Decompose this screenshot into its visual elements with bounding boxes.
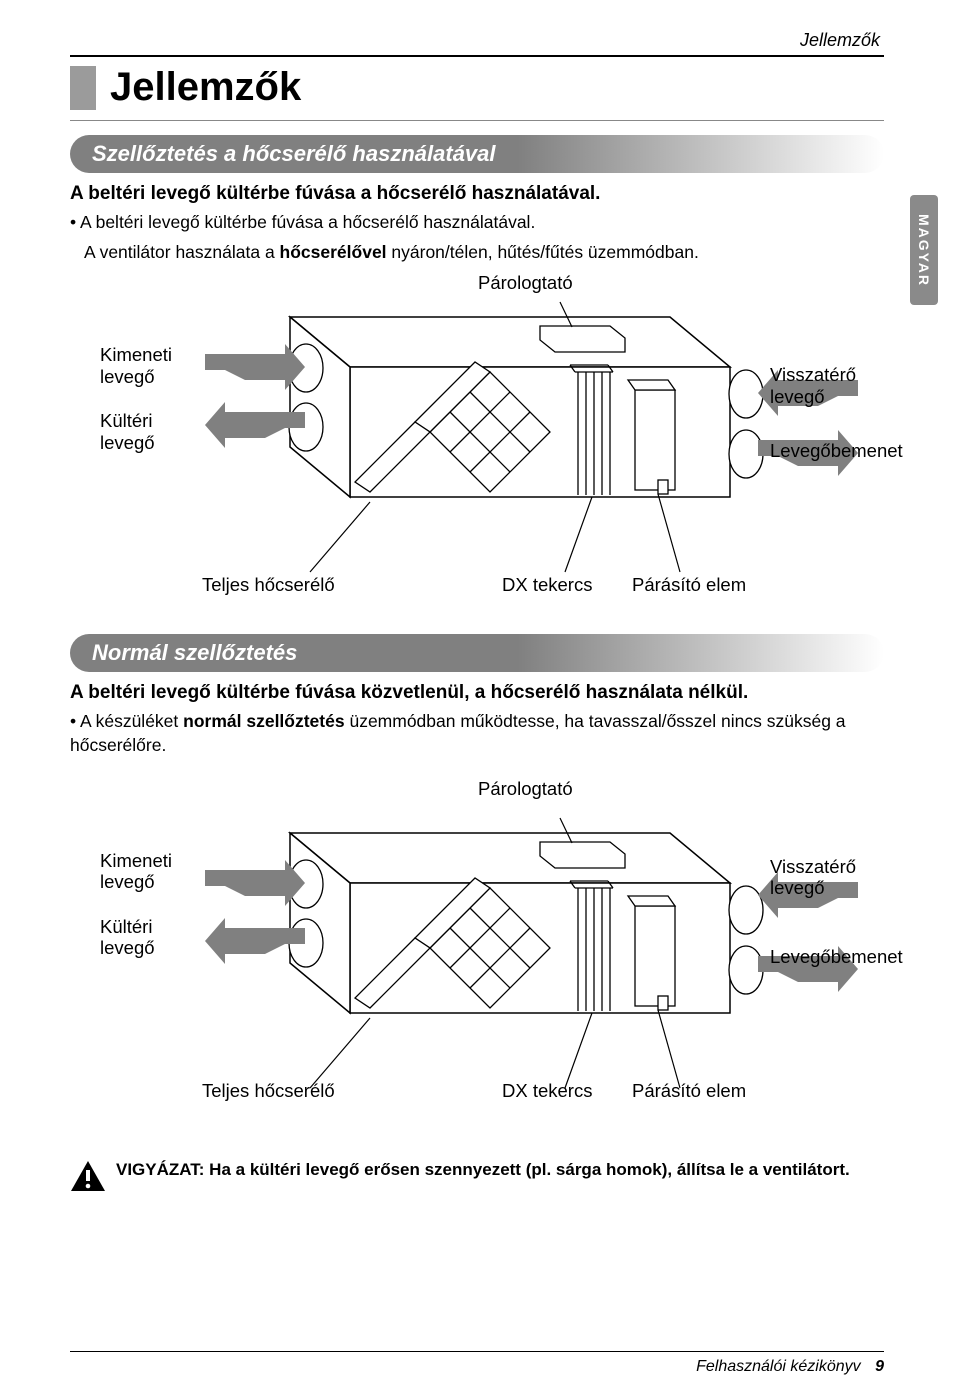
footer: Felhasználói kézikönyv 9 (70, 1351, 884, 1376)
body-line-2: A ventilátor használata a hőcserélővel n… (70, 241, 884, 265)
label-left2: Kültéri levegő (100, 410, 155, 453)
page-title: Jellemzők (110, 65, 301, 110)
bullet-text: • A beltéri levegő kültérbe fúvása a hőc… (70, 211, 535, 235)
section-heading-2: Normál szellőztetés (70, 634, 884, 672)
warning-box: VIGYÁZAT: Ha a kültéri levegő erősen sze… (70, 1160, 884, 1192)
label-right1: Visszatérő levegő (770, 856, 856, 899)
label-right1: Visszatérő levegő (770, 364, 856, 407)
text-frag: A ventilátor használata a (84, 242, 280, 262)
warning-icon (70, 1160, 106, 1192)
footer-text: Felhasználói kézikönyv (696, 1358, 861, 1375)
label-bottom2: DX tekercs (502, 574, 592, 595)
running-header: Jellemzők (70, 30, 884, 51)
label-bottom1: Teljes hőcserélő (202, 574, 335, 595)
label-bottom1: Teljes hőcserélő (202, 1080, 335, 1101)
section-heading-1: Szellőztetés a hőcserélő használatával (70, 135, 884, 173)
page-title-wrap: Jellemzők (70, 65, 884, 110)
label-right2: Levegőbemenet (770, 440, 903, 461)
label-top: Párologtató (478, 778, 573, 799)
text-frag: nyáron/télen, hűtés/fűtés üzemmódban. (387, 242, 699, 262)
text-frag: • A készüléket (70, 711, 183, 731)
page-number: 9 (875, 1358, 884, 1375)
diagram-heat-exchange: Párologtató Kimeneti levegő Kültéri leve… (70, 272, 884, 612)
label-bottom3: Párásító elem (632, 1080, 746, 1101)
diagram-svg-2 (70, 778, 884, 1138)
label-left1: Kimeneti levegő (100, 850, 172, 893)
text-frag-bold: hőcserélővel (280, 242, 387, 262)
section-sub-1: A beltéri levegő kültérbe fúvása a hőcse… (70, 183, 884, 205)
label-left2: Kültéri levegő (100, 916, 155, 959)
language-tab: MAGYAR (910, 195, 938, 305)
label-bottom2: DX tekercs (502, 1080, 592, 1101)
label-left1: Kimeneti levegő (100, 344, 172, 387)
bullet-1: • A beltéri levegő kültérbe fúvása a hőc… (70, 211, 884, 235)
label-top: Párologtató (478, 272, 573, 293)
label-bottom3: Párásító elem (632, 574, 746, 595)
divider-top (70, 55, 884, 57)
warning-text: VIGYÁZAT: Ha a kültéri levegő erősen sze… (116, 1160, 850, 1180)
section-sub-2: A beltéri levegő kültérbe fúvása közvetl… (70, 682, 884, 704)
title-decorator (70, 66, 96, 110)
bullet-2: • A készüléket normál szellőztetés üzemm… (70, 710, 884, 757)
label-right2: Levegőbemenet (770, 946, 903, 967)
diagram-svg (70, 272, 884, 612)
diagram-normal: Párologtató Kimeneti levegő Kültéri leve… (70, 778, 884, 1138)
divider-subtitle (70, 120, 884, 121)
text-frag-bold: normál szellőztetés (183, 711, 344, 731)
